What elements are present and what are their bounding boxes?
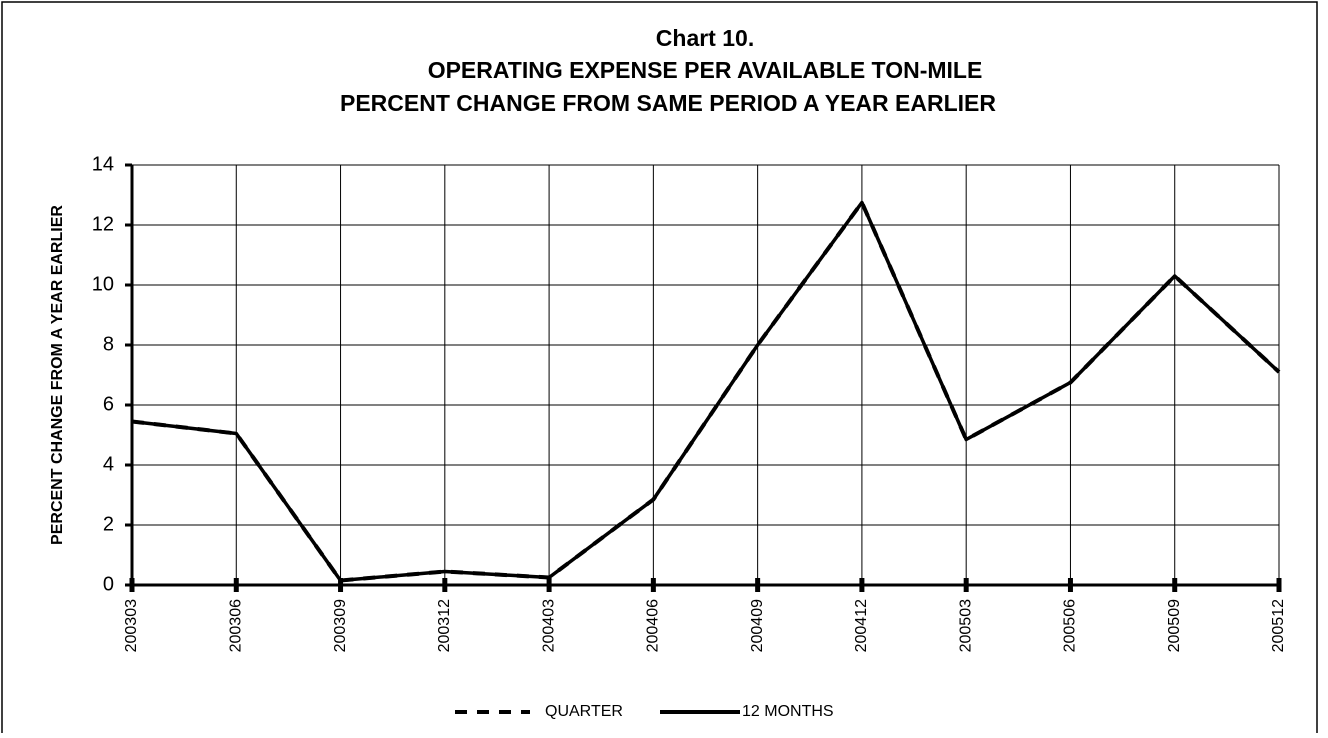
- y-tick-label: 8: [103, 333, 114, 355]
- x-tick-label: 200303: [123, 599, 140, 652]
- line-series: [131, 200, 1281, 583]
- line-series: [131, 200, 1281, 583]
- x-tick-label: 200503: [957, 599, 974, 652]
- y-tick-label: 12: [92, 213, 114, 235]
- y-axis-label: PERCENT CHANGE FROM A YEAR EARLIER: [49, 205, 66, 545]
- legend-label: QUARTER: [545, 703, 623, 720]
- x-tick-label: 200412: [853, 599, 870, 652]
- x-tick-label: 200409: [749, 599, 766, 652]
- x-tick-label: 200403: [540, 599, 557, 652]
- x-tick-label: 200406: [645, 599, 662, 652]
- y-tick-label: 10: [92, 273, 114, 295]
- x-tick-label: 200506: [1062, 599, 1079, 652]
- y-tick-label: 4: [103, 453, 114, 475]
- chart-title: OPERATING EXPENSE PER AVAILABLE TON-MILE: [428, 57, 983, 83]
- chart-title: PERCENT CHANGE FROM SAME PERIOD A YEAR E…: [340, 90, 996, 116]
- legend-label: 12 MONTHS: [742, 703, 834, 720]
- x-tick-label: 200309: [332, 599, 349, 652]
- y-tick-label: 2: [103, 513, 114, 535]
- x-tick-label: 200312: [436, 599, 453, 652]
- y-tick-label: 6: [103, 393, 114, 415]
- x-tick-label: 200509: [1166, 599, 1183, 652]
- x-tick-label: 200512: [1270, 599, 1287, 652]
- y-tick-label: 14: [92, 153, 114, 175]
- y-tick-label: 0: [103, 573, 114, 595]
- x-tick-label: 200306: [227, 599, 244, 652]
- chart-title: Chart 10.: [656, 25, 754, 51]
